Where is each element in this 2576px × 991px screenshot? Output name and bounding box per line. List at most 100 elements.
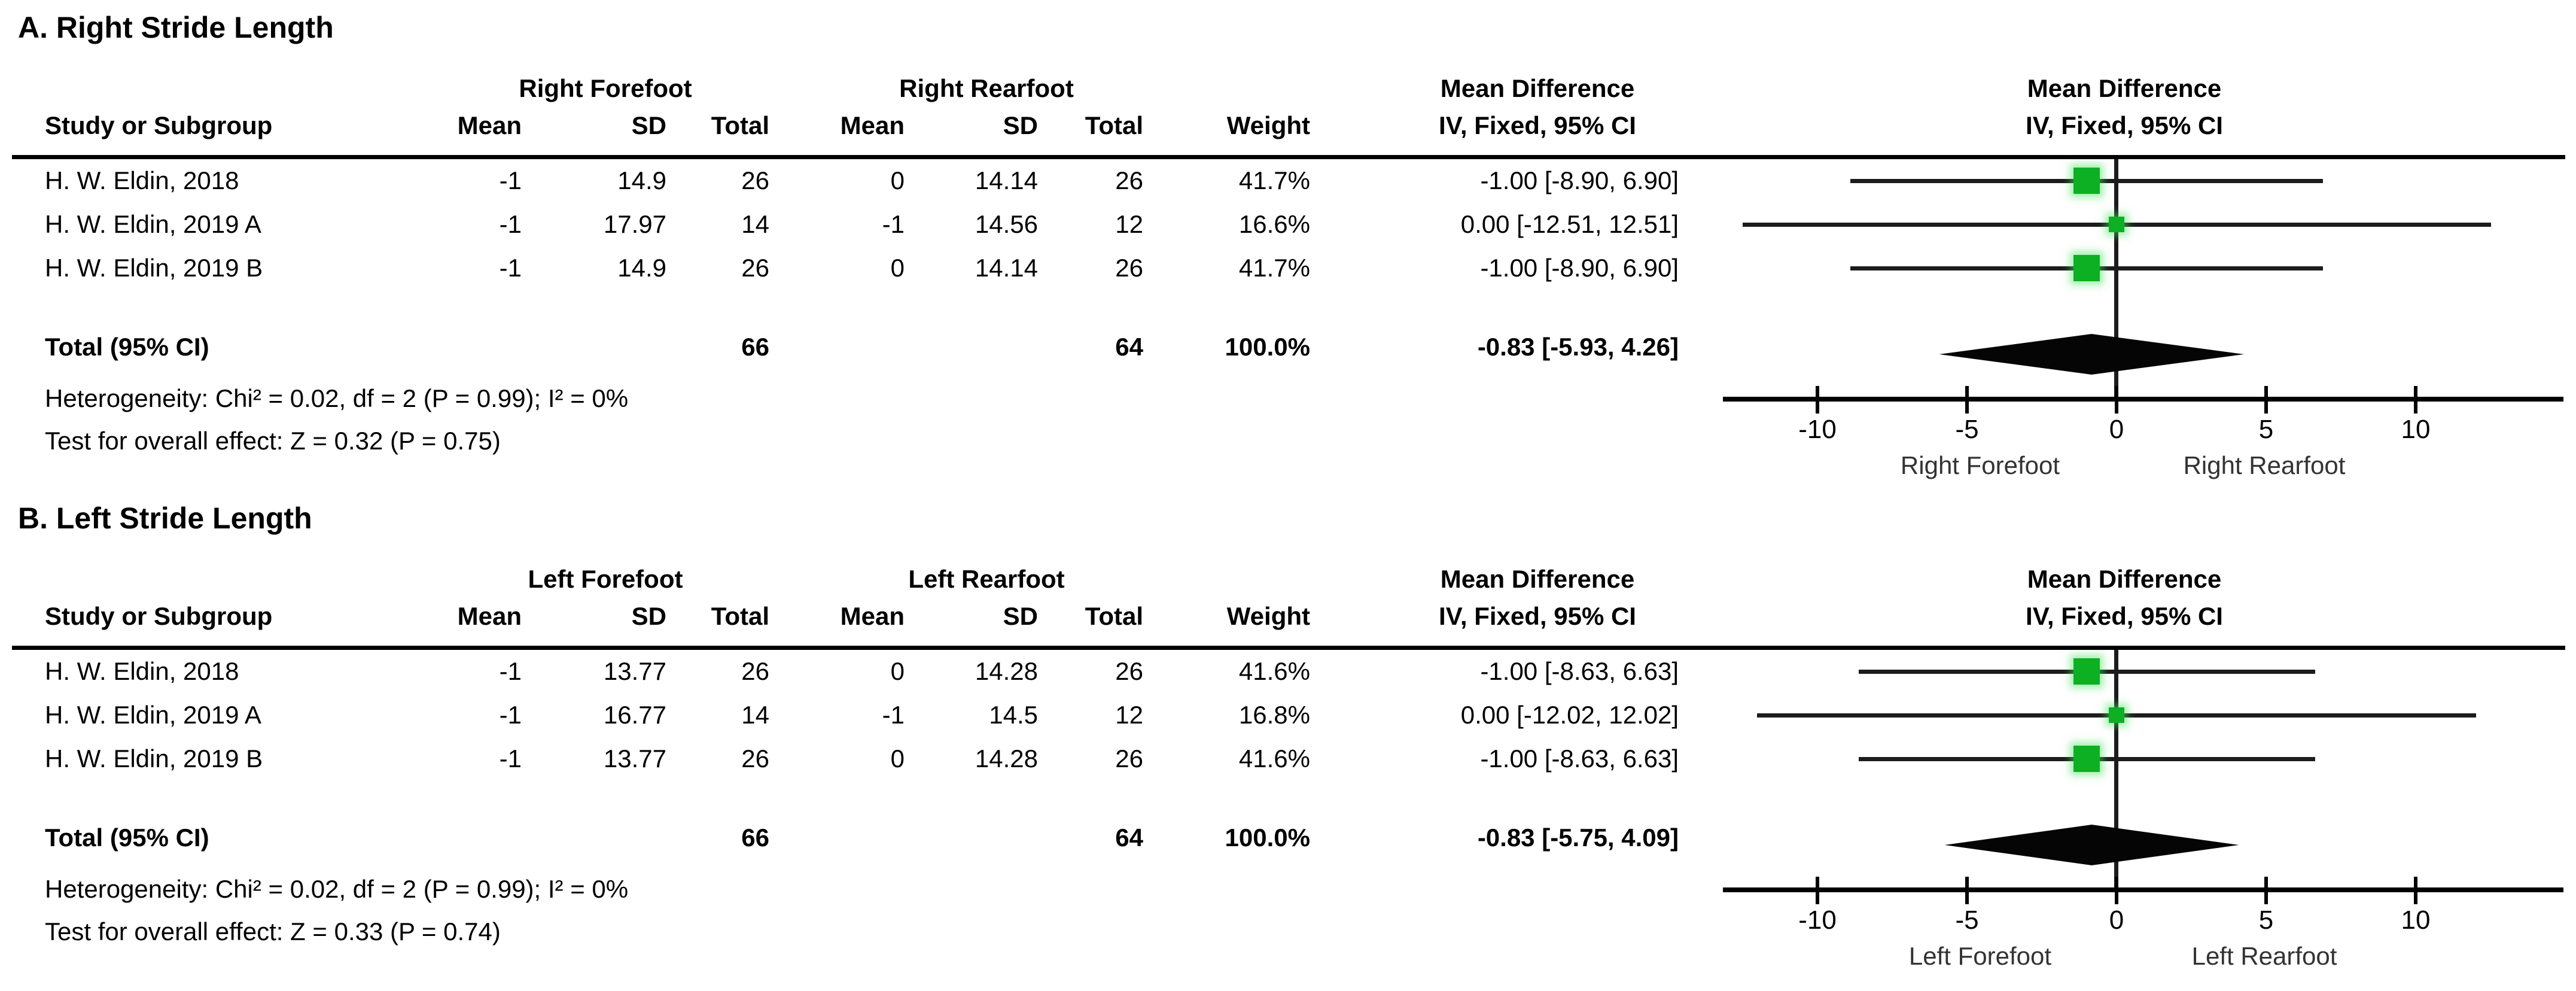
- col-header-sd-group1: SD: [631, 111, 666, 139]
- row-ci-text: -1.00 [-8.90, 6.90]: [1480, 254, 1679, 282]
- pooled-diamond: [1944, 825, 2239, 865]
- row-weight: 16.8%: [1238, 701, 1310, 729]
- row-sd-group2: 14.14: [975, 166, 1038, 194]
- plot-col-header-ivci: IV, Fixed, 95% CI: [2026, 602, 2223, 630]
- row-total-group1: 26: [741, 254, 769, 282]
- row-study-name: H. W. Eldin, 2019 A: [45, 701, 261, 729]
- row-study-name: H. W. Eldin, 2019 A: [45, 210, 261, 238]
- row-ci-text: 0.00 [-12.51, 12.51]: [1460, 210, 1679, 238]
- axis-tick: [2414, 386, 2417, 414]
- col-header-weight: Weight: [1226, 111, 1310, 139]
- col-header-mean-group1: Mean: [457, 111, 522, 139]
- col-header-total-group2: Total: [1085, 111, 1143, 139]
- axis-tick: [2115, 386, 2118, 414]
- total-n-group2: 64: [1115, 333, 1143, 361]
- plot-mean-difference-header: Mean Difference: [2027, 74, 2222, 102]
- axis-tick: [1816, 386, 1819, 414]
- total-weight: 100.0%: [1225, 333, 1310, 361]
- row-mean-group2: -1: [882, 701, 905, 729]
- overall-effect-text: Test for overall effect: Z = 0.32 (P = 0…: [45, 427, 501, 455]
- row-study-name: H. W. Eldin, 2019 B: [45, 254, 263, 282]
- row-total-group1: 26: [741, 744, 769, 773]
- group2-header: Left Rearfoot: [908, 565, 1065, 593]
- axis-tick: [1816, 877, 1819, 904]
- total-n-group2: 64: [1115, 823, 1143, 852]
- col-header-sd-group2: SD: [1003, 111, 1038, 139]
- x-axis-line: [1723, 397, 2563, 402]
- heterogeneity-text: Heterogeneity: Chi² = 0.02, df = 2 (P = …: [45, 384, 629, 412]
- effect-square: [2073, 168, 2100, 194]
- row-total-group2: 12: [1115, 701, 1143, 729]
- row-mean-group1: -1: [499, 744, 522, 773]
- row-weight: 41.7%: [1238, 254, 1310, 282]
- row-mean-group2: 0: [890, 254, 905, 282]
- total-label: Total (95% CI): [45, 823, 209, 852]
- row-mean-group2: -1: [882, 210, 905, 238]
- total-label: Total (95% CI): [45, 333, 209, 361]
- panel-title: A. Right Stride Length: [18, 11, 334, 44]
- mean-difference-header: Mean Difference: [1440, 565, 1635, 593]
- row-total-group1: 14: [741, 701, 769, 729]
- group2-header: Right Rearfoot: [899, 74, 1074, 102]
- effect-square: [2073, 658, 2100, 685]
- favours-left-label: Left Forefoot: [1908, 942, 2052, 970]
- row-ci-text: -1.00 [-8.63, 6.63]: [1480, 744, 1679, 773]
- x-axis-line: [1723, 887, 2563, 892]
- row-total-group1: 26: [741, 166, 769, 194]
- axis-tick-label: -5: [1955, 905, 1979, 935]
- group1-header: Right Forefoot: [519, 74, 692, 102]
- col-header-ivci: IV, Fixed, 95% CI: [1439, 602, 1636, 630]
- row-total-group2: 26: [1115, 166, 1143, 194]
- row-weight: 41.6%: [1238, 744, 1310, 773]
- row-weight: 41.6%: [1238, 657, 1310, 685]
- pooled-diamond: [1939, 334, 2244, 375]
- row-study-name: H. W. Eldin, 2018: [45, 166, 239, 194]
- row-total-group1: 14: [741, 210, 769, 238]
- favours-right-label: Right Rearfoot: [2183, 451, 2346, 479]
- total-ci-text: -0.83 [-5.93, 4.26]: [1477, 333, 1679, 361]
- effect-square: [2109, 707, 2124, 723]
- header-rule: [12, 155, 2565, 159]
- panel-title: B. Left Stride Length: [18, 501, 312, 535]
- row-mean-group2: 0: [890, 744, 905, 773]
- overall-effect-text: Test for overall effect: Z = 0.33 (P = 0…: [45, 917, 501, 946]
- panel-left-stride-length: B. Left Stride Length Left Forefoot Left…: [0, 491, 2576, 981]
- axis-tick-label: -10: [1798, 905, 1837, 935]
- axis-tick-label: -10: [1798, 415, 1837, 444]
- axis-tick-label: 5: [2258, 415, 2274, 444]
- row-mean-group1: -1: [499, 254, 522, 282]
- axis-tick: [2264, 877, 2268, 904]
- zero-effect-line: [2114, 159, 2118, 399]
- col-header-total-group2: Total: [1085, 602, 1143, 630]
- col-header-study: Study or Subgroup: [45, 111, 273, 139]
- effect-square: [2109, 217, 2124, 232]
- row-total-group2: 26: [1115, 657, 1143, 685]
- row-mean-group2: 0: [890, 166, 905, 194]
- row-total-group2: 12: [1115, 210, 1143, 238]
- row-sd-group1: 14.9: [617, 166, 666, 194]
- row-total-group1: 26: [741, 657, 769, 685]
- mean-difference-header: Mean Difference: [1440, 74, 1635, 102]
- row-mean-group1: -1: [499, 166, 522, 194]
- heterogeneity-text: Heterogeneity: Chi² = 0.02, df = 2 (P = …: [45, 875, 629, 903]
- row-sd-group2: 14.14: [975, 254, 1038, 282]
- col-header-ivci: IV, Fixed, 95% CI: [1439, 111, 1636, 139]
- col-header-sd-group2: SD: [1003, 602, 1038, 630]
- effect-square: [2073, 255, 2100, 281]
- effect-square: [2073, 746, 2100, 772]
- axis-tick: [1965, 877, 1969, 904]
- group1-header: Left Forefoot: [528, 565, 683, 593]
- row-sd-group2: 14.56: [975, 210, 1038, 238]
- axis-tick-label: 5: [2258, 905, 2274, 935]
- row-total-group2: 26: [1115, 254, 1143, 282]
- row-mean-group1: -1: [499, 210, 522, 238]
- row-study-name: H. W. Eldin, 2018: [45, 657, 239, 685]
- row-ci-text: -1.00 [-8.63, 6.63]: [1480, 657, 1679, 685]
- row-ci-text: 0.00 [-12.02, 12.02]: [1460, 701, 1679, 729]
- axis-tick: [2115, 877, 2118, 904]
- axis-tick-label: 10: [2401, 905, 2431, 935]
- row-weight: 41.7%: [1238, 166, 1310, 194]
- zero-effect-line: [2114, 650, 2118, 889]
- row-mean-group2: 0: [890, 657, 905, 685]
